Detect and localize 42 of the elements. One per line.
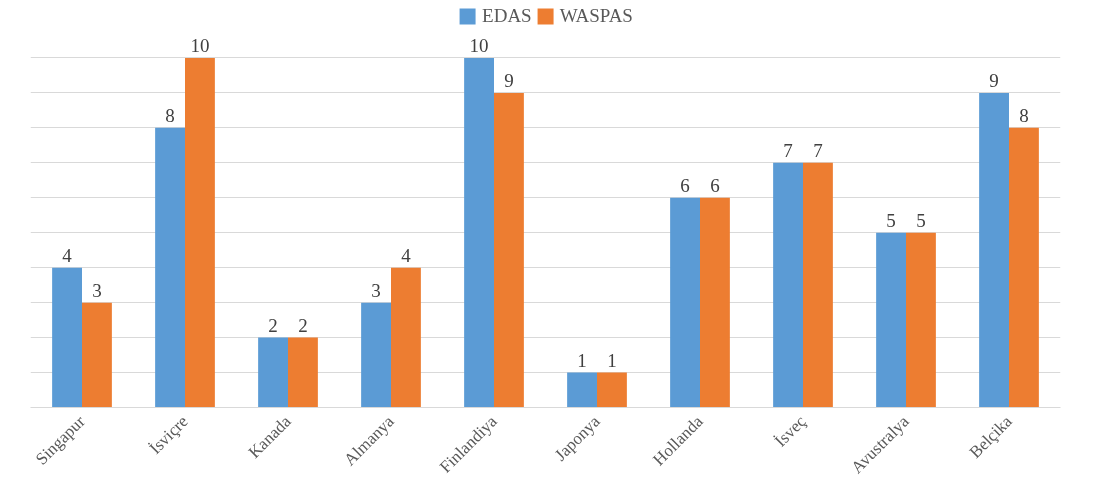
bar: [803, 162, 833, 408]
data-label: 5: [916, 209, 926, 231]
data-label: 9: [989, 69, 999, 91]
bar: [82, 302, 112, 408]
data-label: 1: [577, 349, 587, 371]
bar: [391, 267, 421, 408]
data-label: 2: [268, 314, 278, 336]
data-label: 4: [401, 244, 412, 266]
bar: [567, 372, 597, 408]
data-label: 8: [165, 104, 175, 126]
data-label: 10: [190, 34, 210, 56]
legend-label: EDAS: [482, 5, 532, 27]
bar: [288, 337, 318, 408]
data-label: 6: [710, 174, 720, 196]
data-label: 7: [783, 139, 793, 161]
bar: [979, 92, 1009, 408]
data-label: 7: [813, 139, 823, 161]
legend-label: WASPAS: [559, 5, 633, 27]
bar: [258, 337, 288, 408]
bar: [185, 57, 215, 408]
data-label: 3: [371, 279, 381, 301]
bar: [906, 232, 936, 408]
data-label: 2: [298, 314, 308, 336]
data-label: 8: [1019, 104, 1029, 126]
data-label: 9: [504, 69, 514, 91]
bar: [155, 127, 185, 408]
bar: [597, 372, 627, 408]
bar: [1009, 127, 1039, 408]
bar: [773, 162, 803, 408]
data-label: 6: [680, 174, 690, 196]
bar: [670, 197, 700, 408]
data-label: 3: [92, 279, 102, 301]
bar: [52, 267, 82, 408]
data-label: 1: [607, 349, 617, 371]
bar: [464, 57, 494, 408]
data-label: 4: [62, 244, 73, 266]
bar: [494, 92, 524, 408]
bar: [361, 302, 391, 408]
data-label: 5: [886, 209, 896, 231]
bar: [876, 232, 906, 408]
bar: [700, 197, 730, 408]
data-label: 10: [469, 34, 489, 56]
